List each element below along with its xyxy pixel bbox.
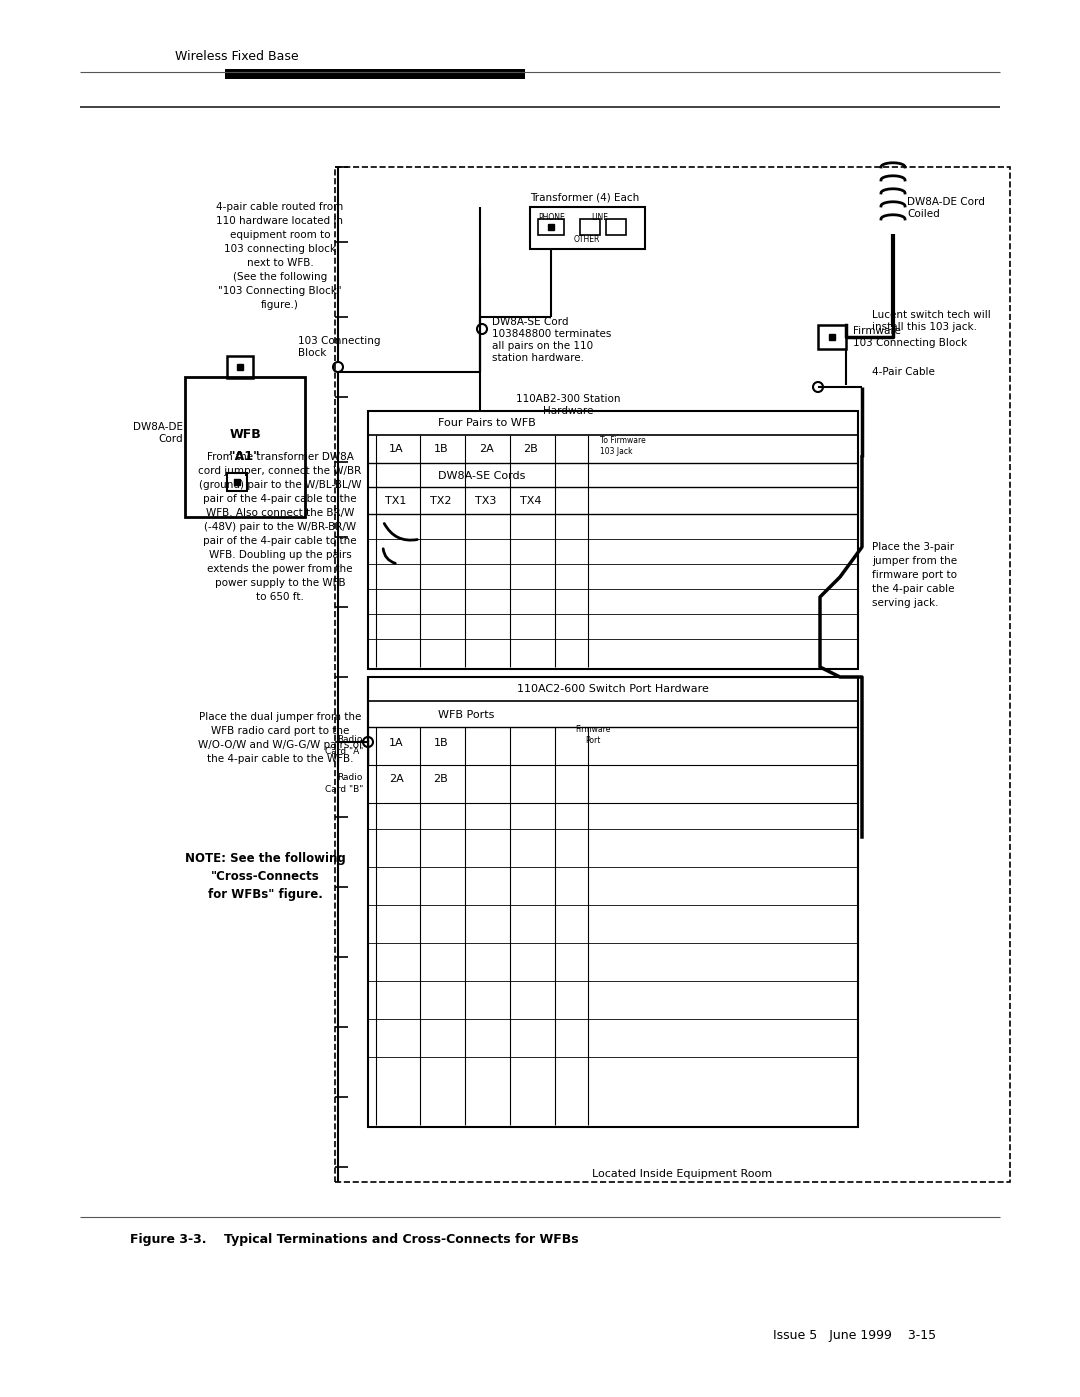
Text: 110AB2-300 Station: 110AB2-300 Station (516, 394, 620, 404)
Text: 110AC2-600 Switch Port Hardware: 110AC2-600 Switch Port Hardware (517, 685, 708, 694)
Text: Cord: Cord (159, 434, 183, 444)
Bar (818, 326, 846, 349)
Text: 2B: 2B (434, 774, 448, 784)
Text: 1A: 1A (389, 738, 403, 747)
Text: Card "A": Card "A" (325, 747, 363, 757)
Text: 1A: 1A (389, 444, 403, 454)
Text: OTHER: OTHER (573, 236, 600, 244)
Text: Firmware
Port: Firmware Port (576, 725, 610, 745)
Bar (368, 678, 858, 1127)
Text: LINE: LINE (592, 212, 608, 222)
Text: Transformer (4) Each: Transformer (4) Each (530, 191, 639, 203)
Text: TX1: TX1 (386, 496, 407, 506)
Text: DW8A-SE Cord: DW8A-SE Cord (492, 317, 568, 327)
Bar (335, 168, 1010, 1182)
Text: From the transformer DW8A
cord jumper, connect the W/BR
(ground) pair to the W/B: From the transformer DW8A cord jumper, c… (199, 453, 362, 602)
Bar (606, 219, 626, 235)
Text: all pairs on the 110: all pairs on the 110 (492, 341, 593, 351)
Bar (530, 207, 645, 249)
Text: DW8A-DE: DW8A-DE (133, 422, 183, 432)
Text: Issue 5   June 1999    3-15: Issue 5 June 1999 3-15 (773, 1329, 936, 1341)
Text: "A1": "A1" (229, 450, 260, 464)
Text: NOTE: See the following
"Cross-Connects
for WFBs" figure.: NOTE: See the following "Cross-Connects … (185, 852, 346, 901)
Text: Figure 3-3.    Typical Terminations and Cross-Connects for WFBs: Figure 3-3. Typical Terminations and Cro… (130, 1232, 579, 1246)
Text: Four Pairs to WFB: Four Pairs to WFB (438, 418, 536, 427)
Text: 2B: 2B (524, 444, 538, 454)
Text: TX2: TX2 (430, 496, 451, 506)
Bar (185, 377, 305, 517)
Text: TX4: TX4 (521, 496, 542, 506)
Text: Radio: Radio (338, 735, 363, 745)
Text: DW8A-SE Cords: DW8A-SE Cords (438, 471, 525, 481)
Bar (227, 474, 247, 490)
Bar (227, 356, 253, 379)
Text: Coiled: Coiled (907, 210, 940, 219)
Text: DW8A-DE Cord: DW8A-DE Cord (907, 197, 985, 207)
Text: TX3: TX3 (475, 496, 497, 506)
Text: 103 Connecting Block: 103 Connecting Block (853, 338, 967, 348)
Text: install this 103 jack.: install this 103 jack. (872, 321, 977, 332)
Text: Lucent switch tech will: Lucent switch tech will (872, 310, 990, 320)
Bar (368, 411, 858, 669)
Text: 2A: 2A (478, 444, 494, 454)
Text: Wireless Fixed Base: Wireless Fixed Base (175, 50, 299, 63)
Text: 1B: 1B (434, 444, 448, 454)
Text: To Firmware
103 Jack: To Firmware 103 Jack (600, 436, 646, 455)
Text: PHONE: PHONE (539, 212, 565, 222)
Text: Firmware: Firmware (853, 326, 901, 337)
Text: Hardware: Hardware (543, 407, 593, 416)
Text: Located Inside Equipment Room: Located Inside Equipment Room (593, 1169, 772, 1179)
Text: 103 Connecting: 103 Connecting (298, 337, 380, 346)
Bar (225, 68, 525, 80)
Text: WFB: WFB (229, 429, 261, 441)
Bar (538, 219, 564, 235)
Text: 1B: 1B (434, 738, 448, 747)
Text: Place the dual jumper from the
WFB radio card port to the
W/O-O/W and W/G-G/W pa: Place the dual jumper from the WFB radio… (198, 712, 363, 764)
Text: 2A: 2A (389, 774, 403, 784)
Text: Place the 3-pair
jumper from the
firmware port to
the 4-pair cable
serving jack.: Place the 3-pair jumper from the firmwar… (872, 542, 957, 608)
Bar (580, 219, 600, 235)
Text: Card "B": Card "B" (325, 785, 363, 793)
Text: 103848800 terminates: 103848800 terminates (492, 330, 611, 339)
Text: 4-pair cable routed from
110 hardware located in
equipment room to
103 connectin: 4-pair cable routed from 110 hardware lo… (216, 203, 343, 310)
Text: Block: Block (298, 348, 326, 358)
Text: WFB Ports: WFB Ports (438, 710, 495, 719)
Text: station hardware.: station hardware. (492, 353, 584, 363)
Text: Radio: Radio (338, 773, 363, 781)
Text: 4-Pair Cable: 4-Pair Cable (872, 367, 935, 377)
